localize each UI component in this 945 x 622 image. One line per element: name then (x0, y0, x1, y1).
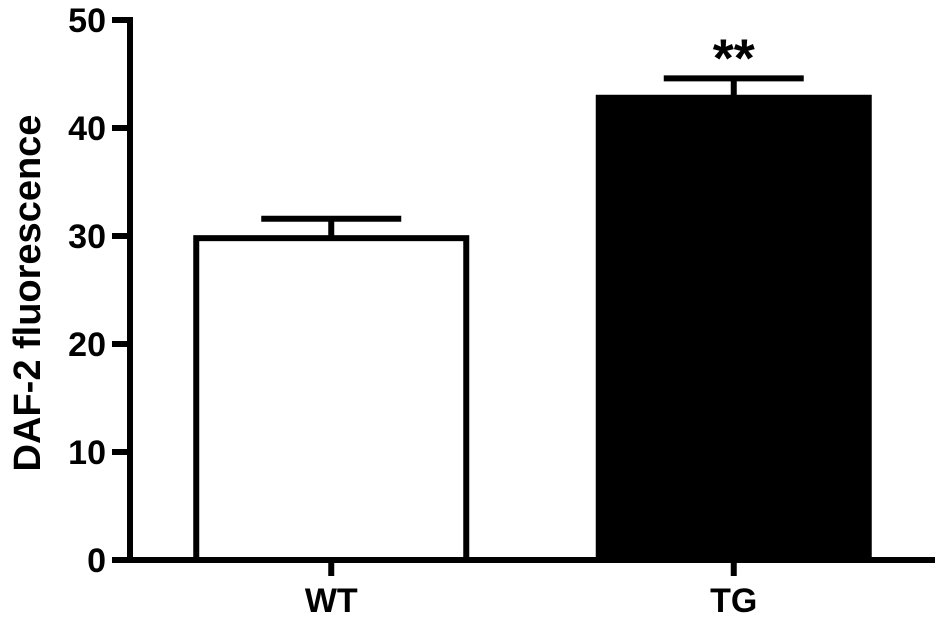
y-axis: 0 10 20 30 40 50 (68, 2, 133, 580)
y-tick-label: 20 (68, 326, 106, 364)
bars (193, 94, 872, 563)
x-tick-label-wt: WT (305, 582, 358, 620)
significance-marker: ** (713, 28, 755, 88)
x-axis: WT TG (127, 557, 935, 620)
y-tick-label: 10 (68, 434, 106, 472)
bar-wt (193, 235, 470, 563)
bar-tg (595, 94, 872, 563)
error-bars (261, 75, 804, 239)
y-tick-label: 40 (68, 110, 106, 148)
annotations: ** (713, 28, 755, 88)
y-axis-title: DAF-2 fluorescence (7, 115, 49, 472)
y-tick-label: 30 (68, 218, 106, 256)
x-tick-label-tg: TG (710, 582, 757, 620)
y-tick-label: 0 (87, 542, 106, 580)
y-tick-label: 50 (68, 2, 106, 40)
